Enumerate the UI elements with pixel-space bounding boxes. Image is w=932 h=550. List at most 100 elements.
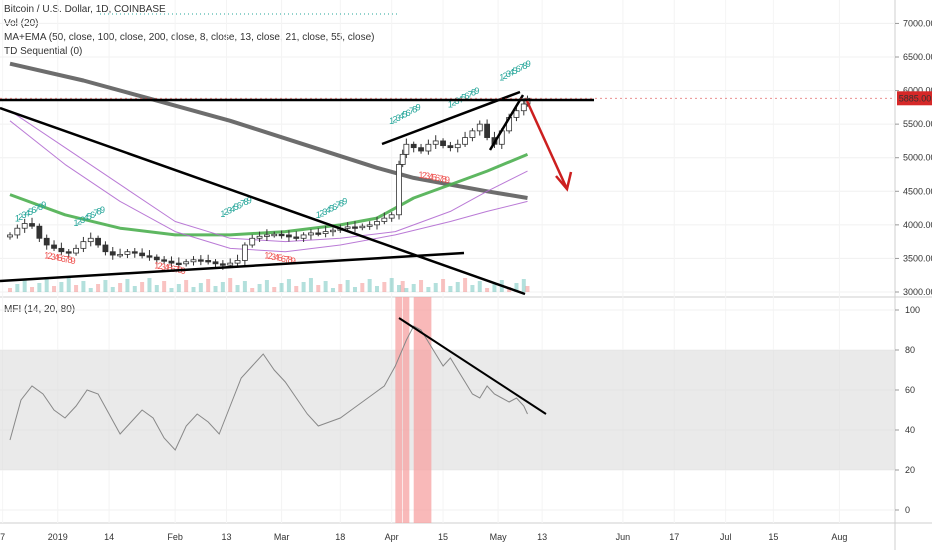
volume-bar (213, 286, 218, 292)
time-tick-label: Mar (274, 532, 290, 542)
td-sequential-label: 7 (35, 203, 40, 213)
td-sequential-label: 4 (509, 67, 514, 77)
candle-body (175, 262, 182, 266)
volume-bar (74, 285, 79, 292)
td-sequential-label: 6 (281, 254, 286, 264)
td-sequential-label: 2 (77, 217, 82, 227)
td-sequential-label: 4 (230, 204, 235, 214)
volume-bar (206, 279, 211, 292)
moving-average-line (9, 153, 529, 237)
td-sequential-label: 1 (448, 99, 453, 109)
candle-body (388, 214, 395, 219)
volume-bar (22, 280, 27, 292)
td-sequential-label: 4 (164, 263, 169, 273)
td-sequential-label: 2 (392, 114, 397, 124)
td-sequential-label: 4 (83, 213, 88, 223)
td-sequential-label: 4 (326, 205, 331, 215)
td-sequential-label: 9 (100, 205, 105, 215)
td-sequential-label: 3 (322, 207, 327, 217)
candle-body (124, 251, 131, 255)
volume-bar (154, 285, 159, 292)
wedge-lower-line (488, 94, 525, 151)
time-tick-label: Feb (167, 532, 183, 542)
td-sequential-label: 4 (54, 252, 59, 262)
td-sequential-label: 6 (406, 108, 411, 118)
mfi-tick-label: 20 (905, 465, 915, 475)
mfi-tick-label: 100 (905, 305, 920, 315)
moving-average-line (9, 120, 528, 253)
td-sequential-label: 6 (332, 202, 337, 212)
td-sequential-label: 4 (274, 252, 279, 262)
td-sequential-label: 5 (512, 66, 517, 76)
down-arrow-shaft (525, 100, 569, 190)
candle-body (315, 232, 322, 235)
td-sequential-label: 2 (319, 208, 324, 218)
td-sequential-label: 1 (15, 214, 20, 224)
volume-bar (389, 278, 394, 292)
mfi-divergence-line (398, 317, 547, 415)
candle-body (36, 225, 43, 239)
td-sequential-indicator-label[interactable]: TD Sequential (0) (4, 46, 83, 57)
volume-bar (8, 288, 12, 292)
volume-bar (411, 284, 416, 292)
td-sequential-label: 7 (64, 254, 69, 264)
td-sequential-label: 5 (329, 203, 334, 213)
td-sequential-label: 8 (471, 88, 476, 98)
volume-bar (103, 280, 108, 292)
candle-body (65, 251, 72, 254)
candle-body (87, 237, 94, 243)
volume-bar (352, 287, 357, 292)
candle-body (447, 145, 454, 149)
td-sequential-label: 8 (38, 202, 43, 212)
mfi-highlight-zone (402, 297, 410, 523)
candle-body (513, 110, 520, 118)
volume-bar (323, 281, 328, 292)
time-tick-label: May (490, 532, 508, 542)
td-sequential-label: 7 (240, 199, 245, 209)
candle-body (80, 241, 87, 249)
candle-body (153, 256, 160, 261)
volume-bar (52, 286, 57, 292)
candle-body (161, 259, 168, 262)
candle-body (58, 247, 65, 253)
volume-bar (264, 280, 269, 292)
td-sequential-label: 5 (432, 173, 437, 183)
volume-bar (419, 280, 424, 292)
td-sequential-label: 9 (445, 175, 450, 185)
td-sequential-label: 7 (519, 62, 524, 72)
candle-body (139, 252, 146, 257)
volume-bar (404, 288, 409, 292)
candle-body (484, 123, 491, 138)
time-tick-label: 2019 (48, 532, 68, 542)
td-sequential-label: 6 (61, 254, 66, 264)
td-sequential-label: 6 (464, 91, 469, 101)
volume-bar (338, 284, 343, 292)
symbol-title[interactable]: Bitcoin / U.S. Dollar, 1D, COINBASE (4, 4, 166, 15)
candle-body (520, 103, 527, 112)
moving-average-line (9, 61, 528, 200)
volume-bar (88, 288, 93, 292)
descending-trendline (0, 106, 526, 296)
price-tick-label: 5000.00 (903, 153, 932, 163)
volume-bar (37, 283, 42, 292)
volume-bar (301, 282, 306, 292)
time-tick-label: 7 (0, 532, 5, 542)
mfi-highlight-zone (395, 297, 403, 523)
td-sequential-label: 1 (74, 218, 79, 228)
td-sequential-label: 6 (516, 64, 521, 74)
volume-bar (235, 285, 240, 292)
ma-ema-indicator-label[interactable]: MA+EMA (50, close, 100, close, 200, clos… (4, 32, 375, 43)
td-sequential-label: 2 (268, 251, 273, 261)
candle-body (381, 217, 388, 222)
volume-bar (455, 282, 460, 292)
td-sequential-label: 5 (168, 263, 173, 273)
candle-body (476, 123, 483, 132)
candle-body (146, 255, 153, 258)
mfi-tick-label: 80 (905, 345, 915, 355)
td-sequential-label: 1 (389, 116, 394, 126)
candle-body (43, 237, 50, 246)
volume-bar (257, 284, 262, 292)
td-sequential-label: 4 (399, 111, 404, 121)
td-sequential-label: 6 (90, 210, 95, 220)
